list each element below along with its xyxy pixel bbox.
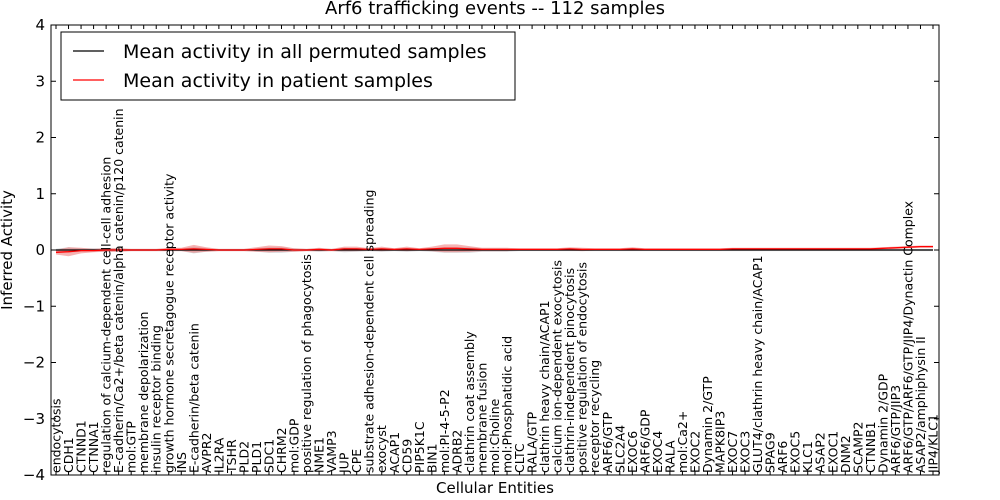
- category-label: endocytosis: [49, 398, 64, 473]
- axis-ticks: −4 −3 −2 −1 0 1 2 3 4: [23, 16, 939, 484]
- category-label: clathrin coat assembly: [462, 331, 477, 473]
- category-label: CPE: [349, 449, 364, 473]
- category-label: PLD1: [249, 441, 264, 473]
- category-label: NME1: [312, 437, 327, 473]
- ytick-label-2: −2: [23, 354, 45, 372]
- category-label: CTNND1: [74, 420, 89, 473]
- category-label: ARF6/GTP: [600, 412, 615, 473]
- category-label: JIP4/KLC1: [926, 414, 941, 474]
- category-label: EXOC4: [650, 431, 665, 473]
- category-label: GLUT4/clathrin heavy chain/ACAP1: [750, 255, 765, 473]
- category-label: EXOC2: [688, 431, 703, 473]
- category-label: mol:Phosphatidic acid: [500, 336, 515, 473]
- category-label: CLTC: [512, 443, 527, 473]
- category-label: ARF6/GTP/ARF6/GTP/JIP4/Dynactin Complex: [900, 201, 915, 473]
- ytick-label-5: 1: [35, 185, 45, 203]
- ytick-label-1: −3: [23, 410, 45, 428]
- category-label: RALA: [662, 440, 677, 473]
- category-label: CD59: [399, 439, 414, 473]
- plot-frame: [50, 24, 940, 476]
- category-label: ARF6/GDP: [637, 409, 652, 473]
- chart-title: Arf6 trafficking events -- 112 samples: [325, 0, 665, 19]
- category-label: ASAP2/amphiphysin II: [913, 336, 928, 473]
- category-label: EXOC7: [725, 431, 740, 473]
- category-label: BIN1: [424, 443, 439, 473]
- ytick-label-3: −1: [23, 297, 45, 315]
- category-label: AVPR2: [199, 433, 214, 473]
- category-label: membrane fusion: [475, 363, 490, 473]
- category-label: KLC1: [800, 441, 815, 473]
- ytick-label-8: 4: [35, 16, 45, 34]
- category-label: exocyst: [374, 425, 389, 473]
- category-label: E-cadherin/beta catenin: [186, 323, 201, 473]
- category-label: membrane depolarization: [136, 312, 151, 473]
- category-label: regulation of calcium-dependent cell-cel…: [99, 157, 114, 473]
- category-label: ACAP1: [387, 432, 402, 473]
- line-series-1: [55, 245, 933, 253]
- category-label: clathrin-independent pinocytosis: [562, 268, 577, 473]
- category-label: mol:Choline: [487, 398, 502, 473]
- category-label: SDC1: [262, 439, 277, 473]
- category-label: CTNNA1: [86, 421, 101, 473]
- category-label: INS: [174, 452, 189, 473]
- category-label: SPAG9: [763, 432, 778, 473]
- category-label: mol:GDP: [287, 418, 302, 473]
- category-label: DNM2: [838, 435, 853, 473]
- category-label: positive regulation of phagocytosis: [299, 254, 314, 473]
- category-label: ARF6: [775, 441, 790, 473]
- series-lines: [55, 245, 933, 253]
- category-label: EXOC5: [788, 431, 803, 473]
- category-label: mol:Ca2+: [675, 411, 690, 473]
- category-label: RALA/GTP: [525, 411, 540, 473]
- y-axis-label: Inferred Activity: [0, 190, 16, 310]
- category-label: ASAP2: [813, 432, 828, 473]
- category-label: EXOC6: [625, 431, 640, 473]
- category-label: Dynamin 2/GTP: [700, 376, 715, 473]
- ytick-label-7: 3: [35, 72, 45, 90]
- category-label: CHRM2: [274, 427, 289, 473]
- category-label: JUP: [337, 452, 352, 474]
- category-label: calcium ion-dependent exocytosis: [550, 260, 565, 473]
- legend: Mean activity in all permuted samples Me…: [60, 31, 516, 101]
- category-label: MAPK8IP3: [713, 411, 728, 473]
- category-label: ADRB2: [449, 430, 464, 473]
- category-label: positive regulation of endocytosis: [575, 262, 590, 473]
- x-axis-label: Cellular Entities: [436, 479, 554, 497]
- category-label: mol:PI-4-5-P2: [437, 389, 452, 473]
- category-label: TSHR: [224, 439, 239, 474]
- ytick-label-0: −4: [23, 466, 45, 484]
- category-label: CTNNB1: [863, 421, 878, 473]
- ytick-label-6: 2: [35, 129, 45, 147]
- category-label: EXOC3: [738, 431, 753, 473]
- category-label: receptor recycling: [587, 360, 602, 473]
- category-label: substrate adhesion-dependent cell spread…: [362, 190, 377, 473]
- category-label: SCAMP2: [850, 422, 865, 474]
- category-label: EXOC1: [825, 431, 840, 473]
- ytick-label-4: 0: [35, 241, 45, 259]
- category-label: PLD2: [236, 441, 251, 473]
- category-label: IL2RA: [211, 437, 226, 473]
- category-label: PIP5K1C: [412, 421, 427, 473]
- category-label: growth hormone secretagogue receptor act…: [161, 173, 176, 473]
- legend-label-permuted: Mean activity in all permuted samples: [123, 41, 486, 63]
- category-label: CDH1: [61, 437, 76, 473]
- category-label: Dynamin 2/GDP: [875, 373, 890, 473]
- category-label: insulin receptor binding: [149, 325, 164, 473]
- category-label: E-cadherin/Ca2+/beta catenin/alpha caten…: [111, 108, 126, 473]
- category-label: VAMP3: [324, 430, 339, 473]
- category-label: ARF6/GTP/JIP3: [888, 385, 903, 473]
- legend-label-patient: Mean activity in patient samples: [123, 70, 433, 92]
- category-label: clathrin heavy chain/ACAP1: [537, 300, 552, 473]
- category-label: SLC2A4: [612, 425, 627, 473]
- legend-box: [60, 31, 516, 101]
- category-label: mol:GTP: [124, 421, 139, 473]
